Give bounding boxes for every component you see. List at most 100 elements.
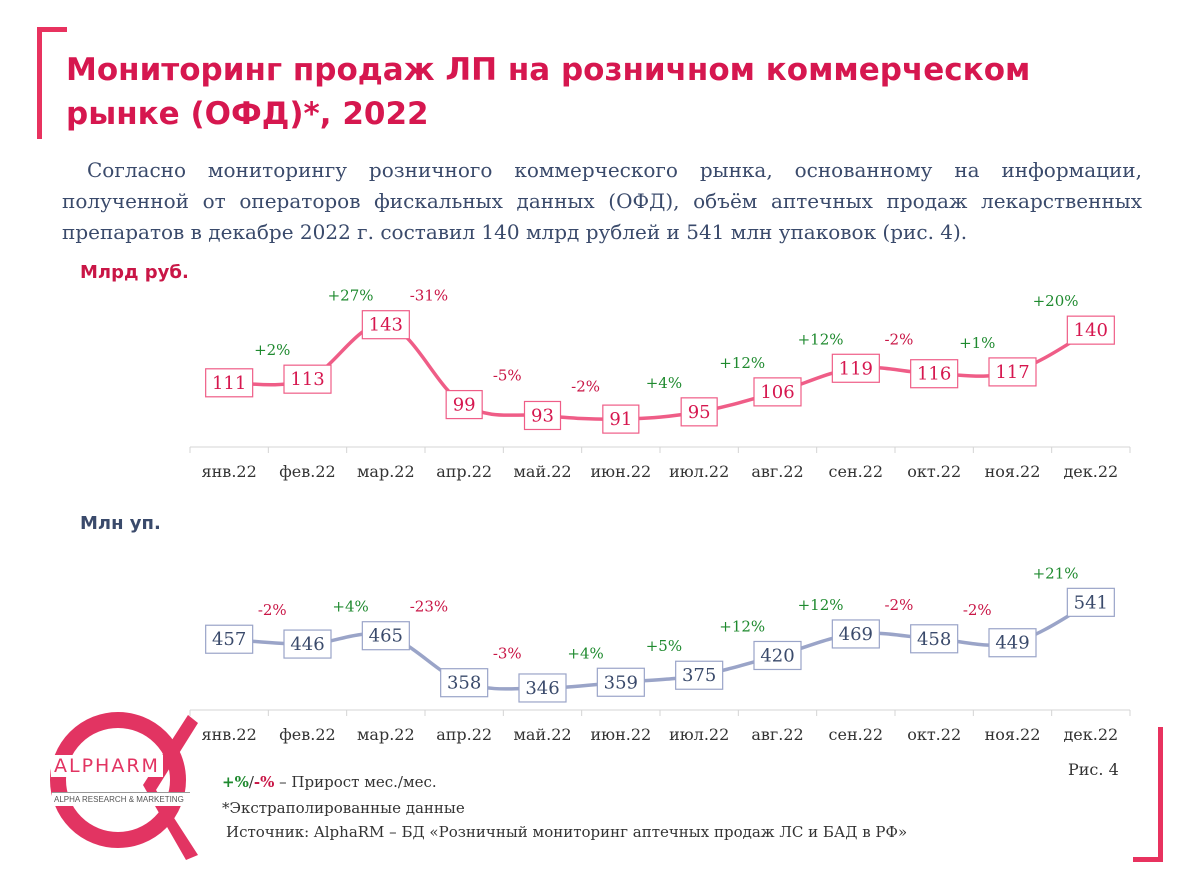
rub-tick-label: ноя.22 <box>985 462 1041 481</box>
rub-change-label: -2% <box>884 330 913 348</box>
rub-tick-label: фев.22 <box>279 462 335 481</box>
rub-data-label: 119 <box>839 358 873 379</box>
pack-data-label: 469 <box>839 624 873 645</box>
rub-tick-label: июл.22 <box>669 462 729 481</box>
rub-data-label: 111 <box>212 373 246 394</box>
legend-growth-text: – Прирост мес./мес. <box>274 773 437 791</box>
rub-change-label: +12% <box>719 354 765 372</box>
pack-data-label: 420 <box>760 645 794 666</box>
pack-data-label: 457 <box>212 629 246 650</box>
pack-tick-label: июн.22 <box>590 725 651 744</box>
logo-ring-shape <box>50 712 186 848</box>
rub-data-label: 143 <box>369 315 403 336</box>
legend-negative-marker: -% <box>253 773 275 791</box>
page-title: Мониторинг продаж ЛП на розничном коммер… <box>66 52 1031 132</box>
rub-tick-label: янв.22 <box>202 462 257 481</box>
rub-data-label: 113 <box>290 369 324 390</box>
logo-name: ALPHARM <box>51 755 163 777</box>
chart-pack-unit-label: Млн уп. <box>80 513 161 534</box>
legend-source: Источник: AlphaRM – БД «Розничный монито… <box>226 823 908 841</box>
frame-corner-bottom-right-horizontal <box>1133 857 1163 862</box>
logo-arrow-shape <box>143 715 198 860</box>
pack-change-label: +12% <box>719 617 765 635</box>
rub-data-label: 93 <box>531 405 554 426</box>
pack-point-box <box>675 660 724 690</box>
rub-change-label: +4% <box>646 374 682 392</box>
chart-rub: янв.22 фев.22 мар.22 апр.22 май.22 июн.22 июл.… <box>189 287 1131 481</box>
rub-tick-label: дек.22 <box>1063 462 1118 481</box>
pack-point-box <box>518 673 567 703</box>
rub-point-box <box>680 397 718 427</box>
pack-point-box <box>596 667 645 697</box>
pack-change-label: +12% <box>798 596 844 614</box>
pack-point-box <box>753 640 802 671</box>
pack-data-label: 375 <box>682 665 716 686</box>
rub-tick-label: апр.22 <box>436 462 492 481</box>
pack-data-label: 449 <box>995 633 1029 654</box>
rub-tick-label: окт.22 <box>907 462 961 481</box>
legend-separator: / <box>248 773 254 791</box>
pack-point-box <box>831 619 880 649</box>
pack-point-box <box>283 629 332 659</box>
pack-change-label: -3% <box>493 645 522 663</box>
intro-paragraph: Согласно мониторингу розничного коммерче… <box>62 158 1142 244</box>
rub-change-label: +27% <box>328 287 374 305</box>
frame-corner-top-left-vertical <box>37 27 42 139</box>
rub-change-label: +12% <box>798 330 844 348</box>
pack-tick-label: июл.22 <box>669 725 729 744</box>
pack-change-label: +4% <box>332 598 368 616</box>
pack-tick-label: мар.22 <box>357 725 415 744</box>
rub-change-label: +20% <box>1033 292 1079 310</box>
rub-point-box <box>361 310 410 340</box>
pack-change-label: -23% <box>410 598 448 616</box>
pack-point-box <box>1066 587 1115 617</box>
legend-positive-marker: +% <box>222 773 249 791</box>
legend-growth: +%/-% – Прирост мес./мес. <box>222 773 437 791</box>
pack-tick-label: дек.22 <box>1063 725 1118 744</box>
rub-change-label: -2% <box>571 377 600 395</box>
legend-extrapolated: *Экстраполированные данные <box>222 799 465 817</box>
rub-point-box <box>753 377 802 407</box>
rub-change-label: -31% <box>410 287 448 305</box>
rub-point-box <box>831 353 880 383</box>
pack-change-label: +21% <box>1033 564 1079 582</box>
pack-change-label: -2% <box>963 601 992 619</box>
pack-data-label: 458 <box>917 629 951 650</box>
rub-tick-label: июн.22 <box>590 462 651 481</box>
pack-point-box <box>910 624 959 654</box>
pack-data-label: 541 <box>1074 592 1108 613</box>
rub-data-label: 140 <box>1074 320 1108 341</box>
pack-change-label: -2% <box>884 596 913 614</box>
rub-change-label: +2% <box>254 341 290 359</box>
pack-data-label: 359 <box>604 672 638 693</box>
pack-data-label: 346 <box>525 678 559 699</box>
figure-label: Рис. 4 <box>1068 760 1119 779</box>
pack-data-label: 358 <box>447 673 481 694</box>
pack-change-label: -2% <box>258 601 287 619</box>
rub-change-label: +1% <box>959 334 995 352</box>
rub-point-box <box>910 359 959 389</box>
frame-corner-bottom-right-vertical <box>1158 727 1163 862</box>
pack-data-label: 446 <box>290 634 324 655</box>
rub-change-label: -5% <box>493 367 522 385</box>
rub-point-box <box>1066 315 1115 345</box>
rub-data-label: 95 <box>688 402 711 423</box>
rub-data-label: 99 <box>453 395 476 416</box>
pack-point-box <box>440 668 489 698</box>
rub-point-box <box>283 364 332 394</box>
pack-tick-label: янв.22 <box>202 725 257 744</box>
rub-tick-label: сен.22 <box>829 462 884 481</box>
pack-point-box <box>361 621 410 651</box>
logo-tagline: ALPHA RESEARCH & MARKETING <box>52 792 190 806</box>
pack-tick-label: апр.22 <box>436 725 492 744</box>
rub-tick-label: мар.22 <box>357 462 415 481</box>
pack-point-box <box>988 628 1037 658</box>
rub-tick-label: авг.22 <box>751 462 803 481</box>
chart-rub-unit-label: Млрд руб. <box>80 262 189 283</box>
rub-point-box <box>205 368 254 398</box>
pack-point-box <box>205 624 254 654</box>
pack-change-label: +4% <box>567 644 603 662</box>
rub-point-box <box>523 400 562 431</box>
rub-point-box <box>988 357 1037 387</box>
rub-tick-label: май.22 <box>513 462 571 481</box>
